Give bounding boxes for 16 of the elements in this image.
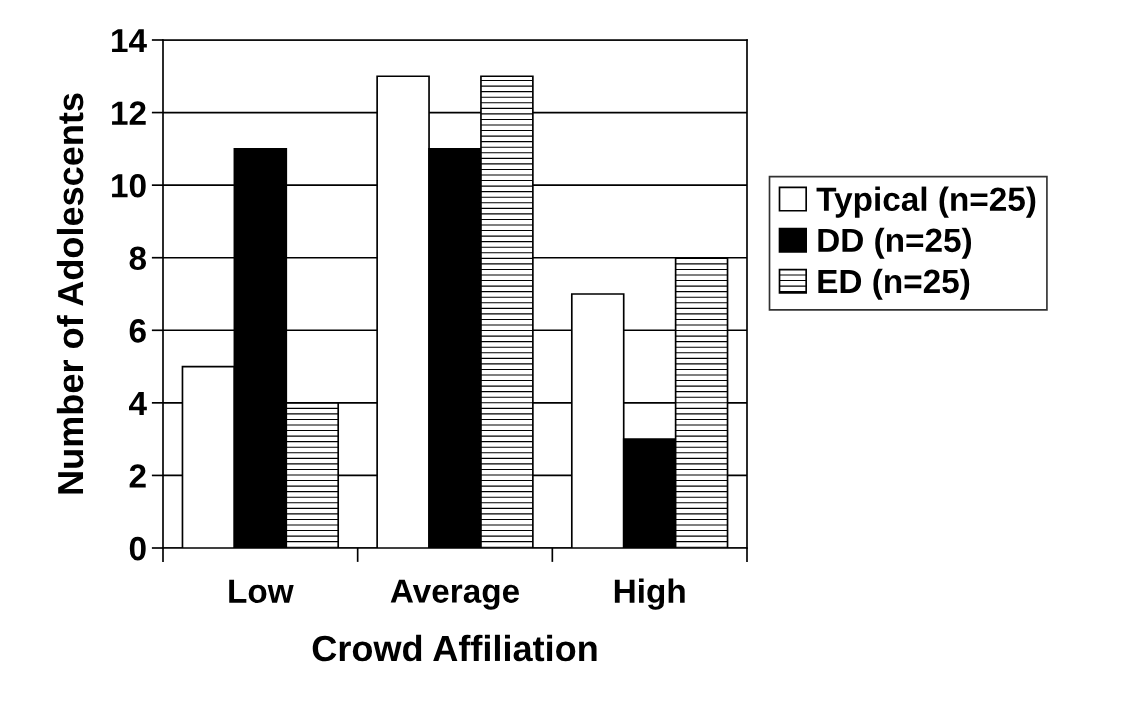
y-tick-label: 8 [129,246,147,271]
legend-label: DD (n=25) [818,227,972,259]
x-tick-label: Average [390,579,520,610]
y-tick-label: 0 [129,536,146,561]
y-tick-label: 2 [129,464,146,488]
x-tick-label: High [614,578,685,610]
y-tick-label: 12 [112,101,146,125]
y-axis-title: Number of Adolescents [56,93,84,494]
y-tick-label: 4 [129,392,147,415]
x-tick-label: Low [229,579,294,604]
y-tick-label: 6 [129,319,146,343]
y-tick-label: 10 [112,173,146,198]
legend-label: ED (n=25) [818,268,970,300]
y-tick-label: 14 [112,29,147,53]
x-axis-title: Crowd Affiliation [312,634,597,662]
legend-label: Typical (n=25) [816,186,1036,218]
